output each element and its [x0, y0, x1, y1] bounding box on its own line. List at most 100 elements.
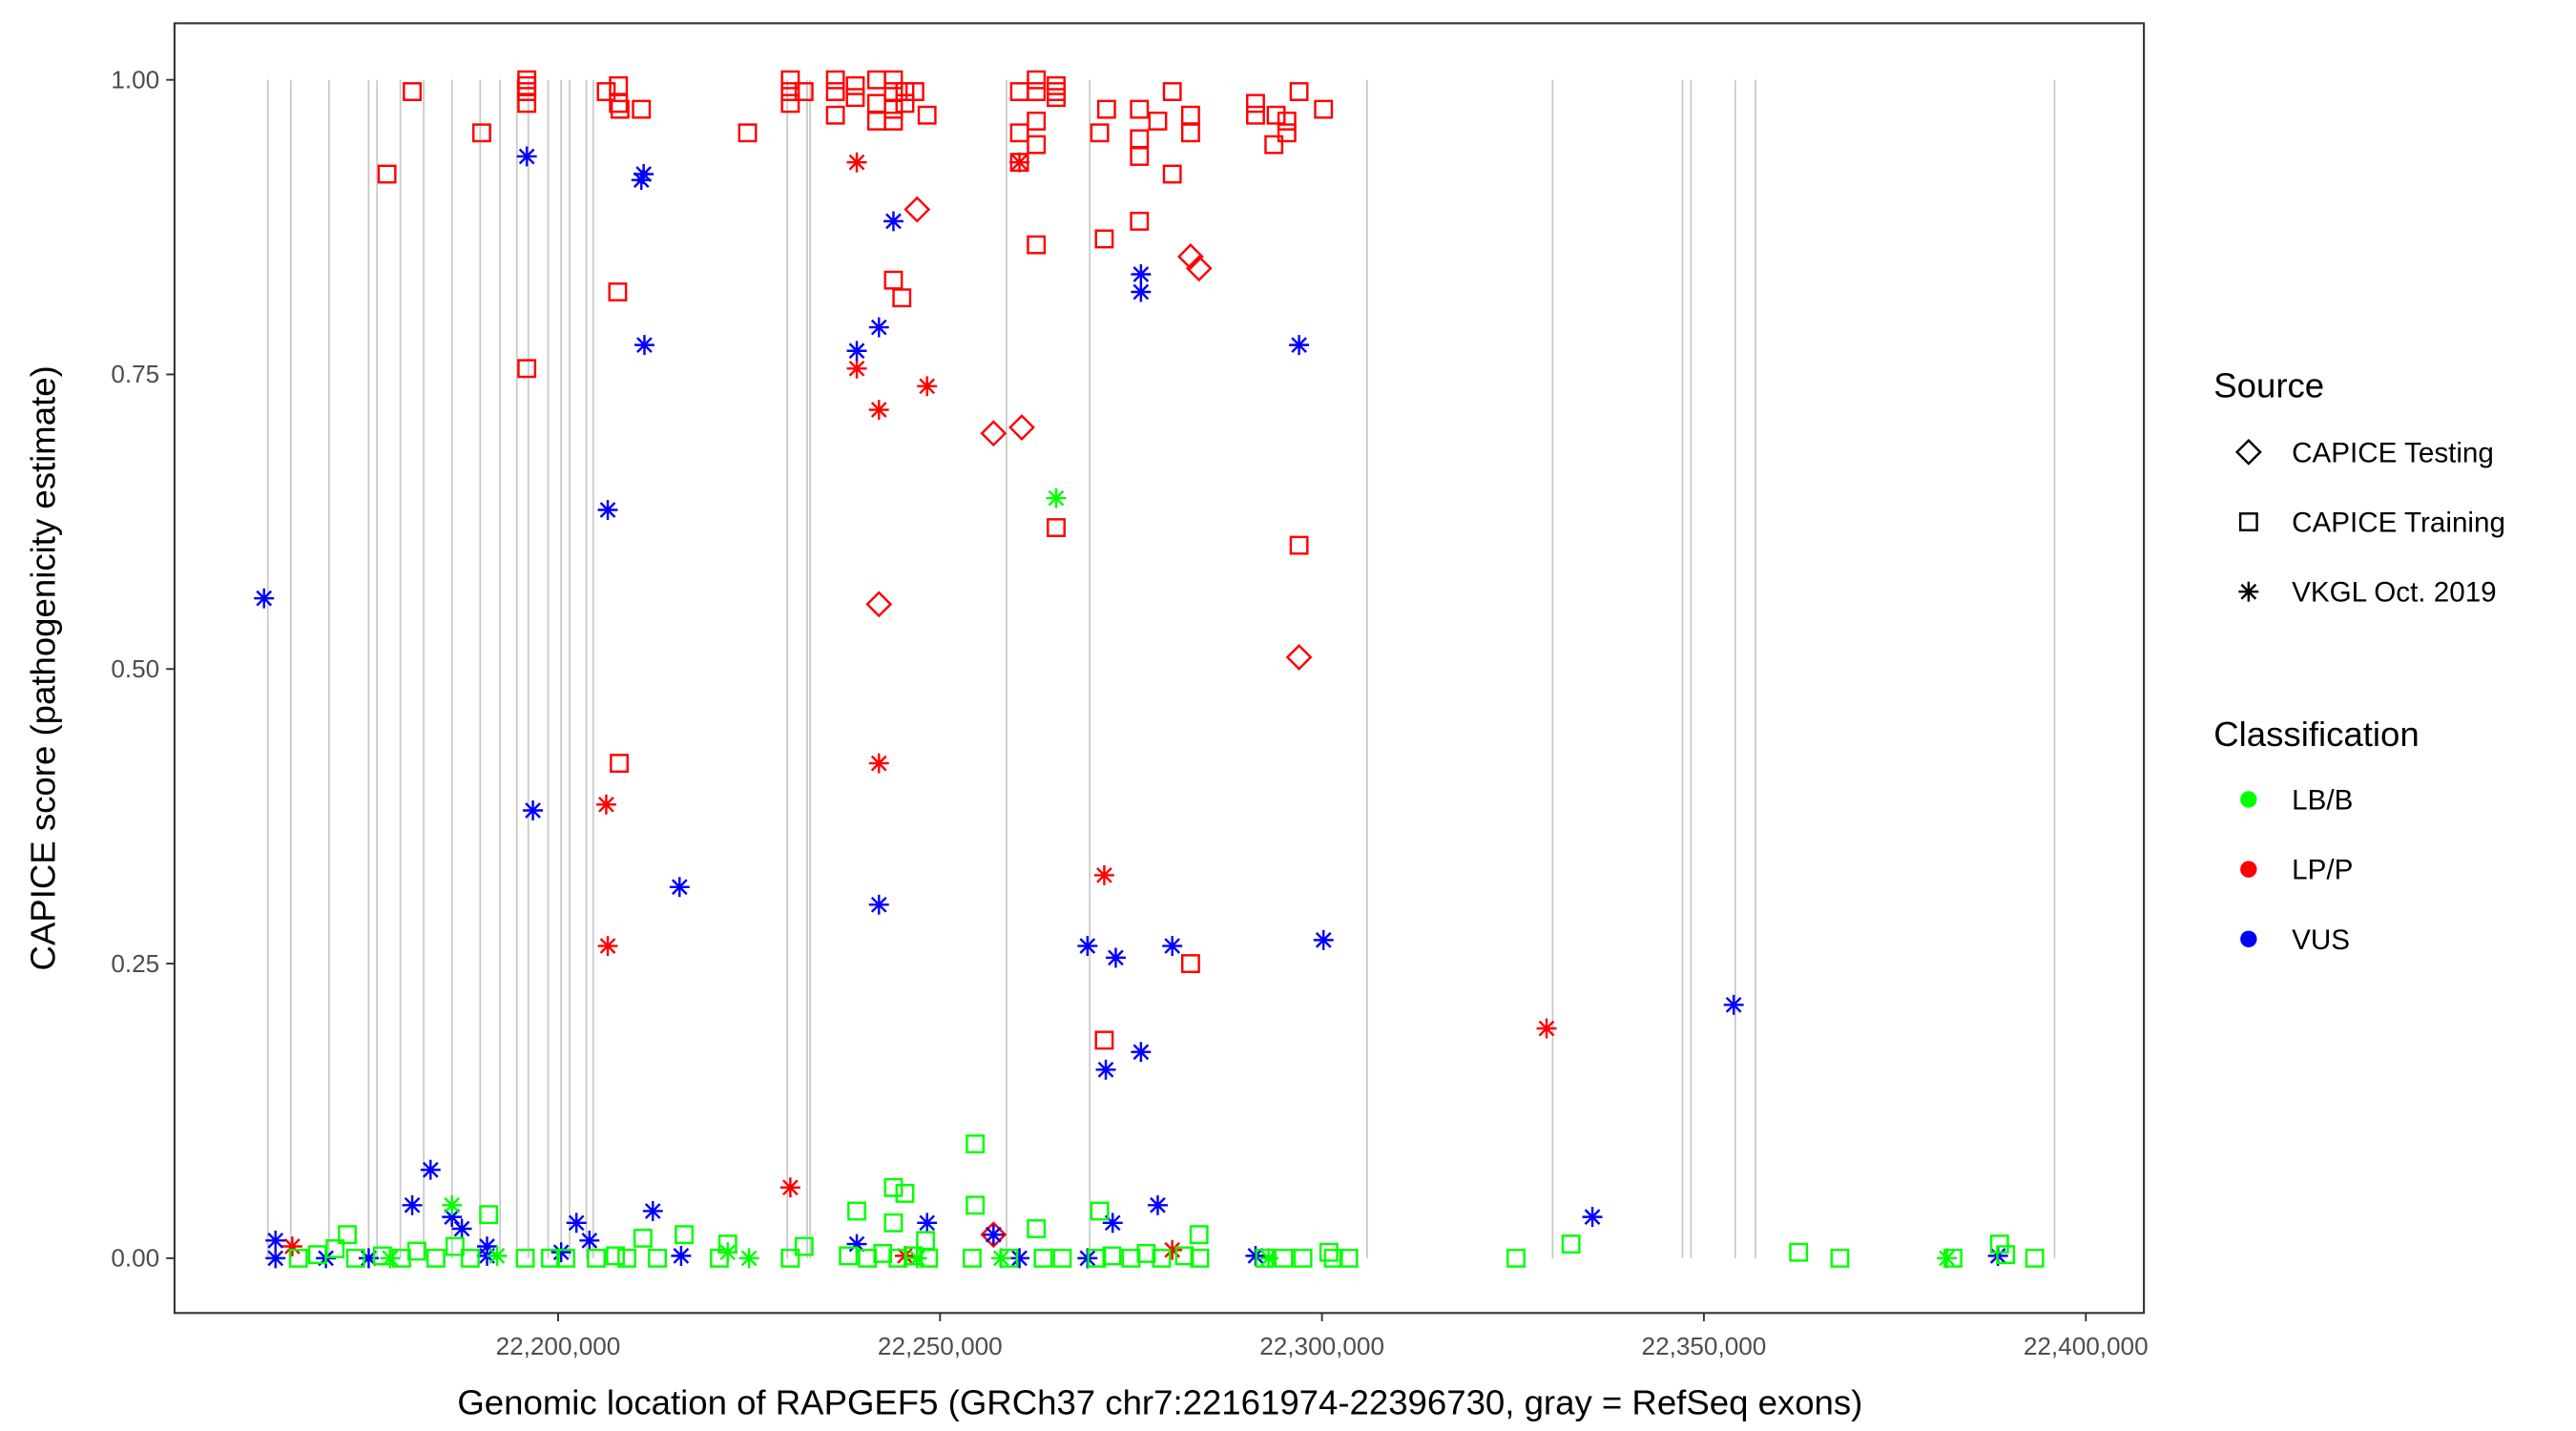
data-point	[1289, 535, 1309, 555]
data-point	[1277, 111, 1297, 131]
data-point	[634, 335, 654, 356]
data-point	[1314, 99, 1334, 119]
data-point	[288, 1248, 308, 1268]
data-point	[1009, 1248, 1030, 1269]
data-point	[1180, 954, 1200, 974]
data-point	[610, 754, 629, 774]
data-point	[265, 1230, 286, 1251]
data-point	[579, 1230, 600, 1251]
y-axis-title: CAPICE score (pathogenicity estimate)	[23, 365, 62, 970]
data-point	[358, 1248, 379, 1269]
data-point	[1152, 1248, 1172, 1268]
data-point	[1121, 1248, 1141, 1268]
data-point	[1090, 1201, 1110, 1221]
data-point	[597, 500, 618, 520]
data-point	[825, 105, 845, 125]
exon-lines	[266, 79, 2056, 1258]
legend-class-label: VUS	[2292, 924, 2350, 956]
data-point	[1102, 1246, 1122, 1266]
data-point	[1319, 1242, 1339, 1262]
data-point	[471, 123, 491, 143]
data-point	[479, 1205, 499, 1225]
data-point	[1130, 147, 1150, 166]
data-point	[402, 1194, 423, 1215]
data-point	[888, 1248, 908, 1268]
data-point	[717, 1242, 738, 1263]
data-point	[254, 588, 275, 609]
data-point	[1046, 487, 1067, 508]
data-point	[631, 170, 652, 191]
data-point	[633, 1228, 653, 1248]
data-point	[606, 1246, 625, 1266]
data-point	[1052, 1248, 1072, 1268]
data-point	[648, 1248, 667, 1268]
legend-key-dot-icon	[2240, 930, 2257, 948]
data-point	[825, 82, 845, 101]
data-point	[780, 82, 800, 101]
data-point	[377, 164, 397, 184]
data-point	[1095, 1059, 1116, 1080]
data-point	[966, 1195, 986, 1215]
data-point	[1131, 281, 1152, 302]
data-point	[1131, 264, 1152, 284]
data-point	[617, 1248, 636, 1268]
data-point	[1162, 936, 1183, 956]
legend-class-label: LP/P	[2292, 855, 2353, 886]
y-tick-label: 0.75	[111, 360, 159, 388]
data-point	[883, 111, 904, 131]
data-point	[1285, 644, 1313, 671]
data-point	[1830, 1248, 1850, 1268]
data-point	[406, 1241, 426, 1261]
data-point	[1176, 243, 1204, 270]
data-point	[846, 1234, 867, 1255]
data-point	[1027, 111, 1047, 131]
data-point	[1093, 864, 1114, 885]
data-point	[1148, 111, 1168, 131]
data-point	[1180, 123, 1200, 143]
data-point	[460, 1248, 480, 1268]
data-point	[1289, 335, 1310, 356]
data-point	[516, 146, 537, 167]
legend-key-diamond-icon	[2234, 438, 2262, 466]
data-point	[738, 1248, 759, 1269]
data-point	[966, 1134, 986, 1153]
data-point	[868, 894, 889, 915]
data-point	[1094, 1030, 1114, 1050]
data-point	[420, 1159, 441, 1180]
y-tick-label: 1.00	[111, 65, 159, 93]
data-point	[1506, 1248, 1526, 1268]
data-point	[556, 1248, 575, 1268]
data-point	[1989, 1234, 2009, 1254]
x-axis: 22,200,000 22,250,000 22,300,000 22,350,000…	[496, 1313, 2149, 1360]
data-point	[858, 1248, 878, 1268]
data-point	[1789, 1242, 1809, 1262]
data-point	[895, 1184, 915, 1203]
data-point	[1190, 1248, 1210, 1268]
y-tick-label: 0.50	[111, 654, 159, 683]
data-point	[642, 1201, 663, 1221]
data-point	[1174, 1246, 1195, 1266]
data-point	[917, 376, 938, 397]
data-point	[1313, 929, 1334, 950]
data-point	[1131, 1042, 1152, 1063]
data-point	[868, 753, 889, 774]
data-point	[780, 93, 800, 114]
x-tick-label: 22,350,000	[1642, 1332, 1767, 1360]
data-point	[895, 82, 915, 101]
x-tick-label: 22,200,000	[496, 1332, 621, 1360]
data-point	[990, 1248, 1011, 1269]
data-point	[1027, 1219, 1047, 1238]
data-point	[596, 82, 616, 101]
data-point	[883, 1213, 904, 1233]
legend-source-label: CAPICE Training	[2292, 507, 2505, 538]
data-point	[1162, 82, 1182, 101]
data-point	[1027, 70, 1047, 90]
data-point	[595, 794, 616, 815]
data-point	[426, 1248, 446, 1268]
data-point	[1162, 1239, 1183, 1260]
data-point	[1266, 105, 1286, 125]
data-point	[1077, 936, 1098, 956]
data-point	[962, 1248, 982, 1268]
data-point	[980, 420, 1008, 447]
